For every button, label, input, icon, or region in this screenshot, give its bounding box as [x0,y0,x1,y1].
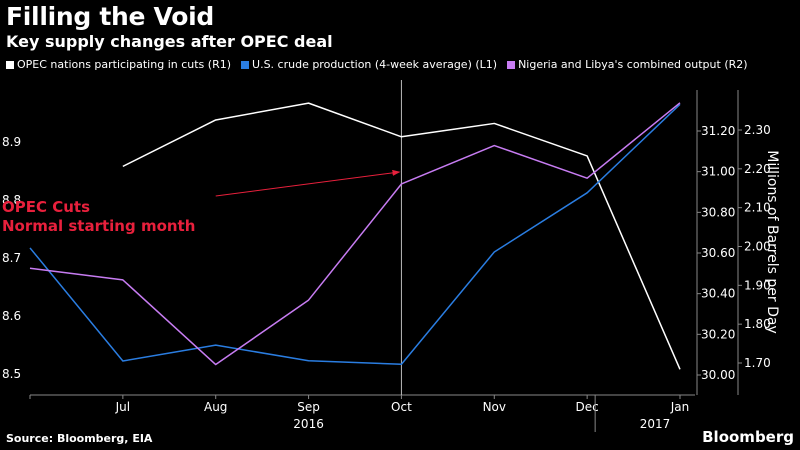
annotation-line-1: OPEC Cuts [2,198,90,216]
y-tick-label-r2: 2.20 [744,162,771,176]
series-lines [29,102,681,370]
axes: 8.5 8.6 8.7 8.8 8.9 30.00 30.20 30.40 30.60 30.80… [2,80,780,432]
x-tick-label: Aug [204,400,227,414]
y-tick-label-l1: 30.60 [701,246,735,260]
legend-label-us-crude: U.S. crude production (4-week average) (… [252,58,498,71]
y-tick-label-r1: 8.6 [2,309,21,323]
legend-swatch-opec [6,60,14,69]
x-tick-label: Sep [297,400,320,414]
x-tick-label: Dec [576,400,599,414]
x-tick-label: Nov [483,400,506,414]
legend-item-nigeria-libya: Nigeria and Libya's combined output (R2) [507,58,748,71]
chart-subtitle: Key supply changes after OPEC deal [6,32,333,51]
y-tick-label-r2: 1.80 [744,317,771,331]
y-tick-label-r2: 2.30 [744,123,771,137]
chart-title: Filling the Void [6,2,214,31]
y-tick-label-r2: 2.10 [744,201,771,215]
year-label-2017: 2017 [640,417,671,431]
year-label-2016: 2016 [293,417,324,431]
y-tick-label-r1: 8.7 [2,251,21,265]
legend-item-opec: OPEC nations participating in cuts (R1) [6,58,231,71]
y-tick-label-r2: 2.00 [744,240,771,254]
annotation-arrow [215,169,401,197]
y-tick-label-l1: 30.00 [701,368,735,382]
legend-label-nigeria-libya: Nigeria and Libya's combined output (R2) [518,58,748,71]
y-tick-label-l1: 31.00 [701,165,735,179]
y-tick-label-l1: 30.20 [701,327,735,341]
y-tick-label-r2: 1.70 [744,356,771,370]
legend-item-us-crude: U.S. crude production (4-week average) (… [241,58,497,71]
brand-logo: Bloomberg [702,428,794,446]
x-tick-label: Oct [391,400,412,414]
y-axis-title: Millions of Barrels per Day [764,150,780,334]
y-tick-label-r1: 8.9 [2,135,21,149]
legend: OPEC nations participating in cuts (R1) … [6,58,748,71]
x-tick-label: Jul [115,400,130,414]
annotation-line-2: Normal starting month [2,217,195,235]
line-us-crude [29,103,681,365]
legend-label-opec: OPEC nations participating in cuts (R1) [17,58,232,71]
x-tick-label: Jan [670,400,690,414]
y-tick-label-r1: 8.8 [2,193,21,207]
legend-swatch-us-crude [241,60,250,69]
y-tick-label-l1: 31.20 [701,124,735,138]
y-tick-label-l1: 30.40 [701,287,735,301]
source-note: Source: Bloomberg, EIA [6,432,153,445]
y-tick-label-r1: 8.5 [2,367,21,381]
y-tick-label-r2: 1.90 [744,278,771,292]
y-tick-label-l1: 30.80 [701,205,735,219]
legend-swatch-nigeria-libya [507,60,516,69]
line-nigeria-libya [29,102,681,366]
